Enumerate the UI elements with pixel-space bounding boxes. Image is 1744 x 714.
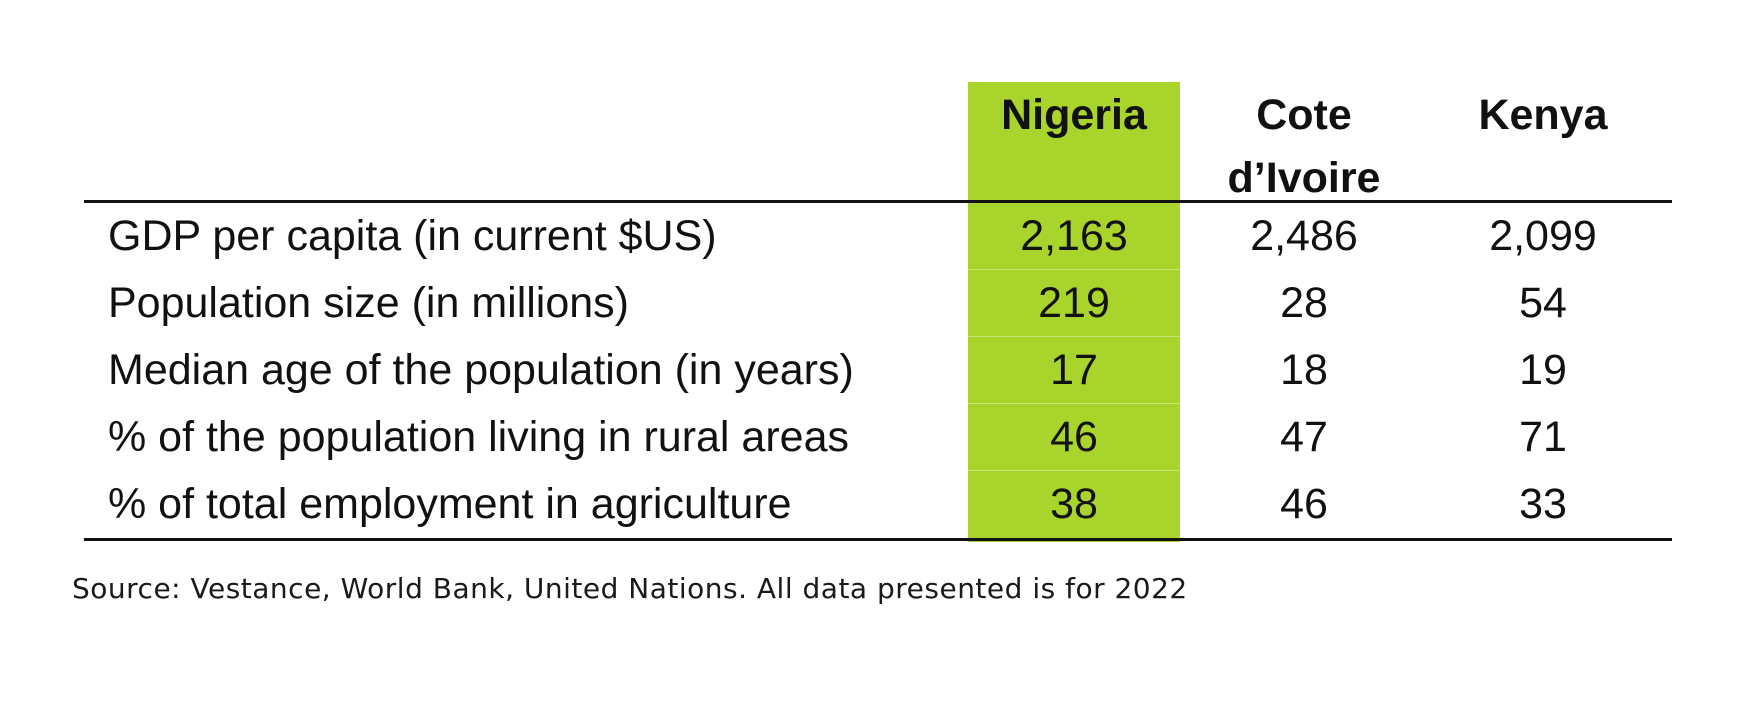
row-separator xyxy=(968,470,1180,471)
column-header-nigeria-text: Nigeria xyxy=(1001,91,1147,139)
cell-cote-divoire: 28 xyxy=(1280,279,1328,327)
column-header-nigeria: Nigeria xyxy=(968,84,1180,147)
source-note: Source: Vestance, World Bank, United Nat… xyxy=(72,572,1188,605)
table-row: GDP per capita (in current $US) 2,163 2,… xyxy=(84,203,1672,270)
cell-nigeria: 17 xyxy=(1050,346,1098,394)
cell-nigeria: 2,163 xyxy=(1020,212,1128,260)
column-header-cote-line1: Cote xyxy=(1256,91,1352,139)
column-header-cote-line2: d’Ivoire xyxy=(1227,154,1381,202)
row-label: % of total employment in agriculture xyxy=(108,480,792,528)
row-label: % of the population living in rural area… xyxy=(108,413,849,461)
cell-nigeria: 46 xyxy=(1050,413,1098,461)
table-row: Population size (in millions) 219 28 54 xyxy=(84,270,1672,337)
table-row: Median age of the population (in years) … xyxy=(84,337,1672,404)
row-label: Median age of the population (in years) xyxy=(108,346,854,394)
cell-kenya: 71 xyxy=(1519,413,1567,461)
column-header-cote-divoire: Cote d’Ivoire xyxy=(1190,84,1418,210)
table-body: GDP per capita (in current $US) 2,163 2,… xyxy=(84,203,1672,538)
row-separator xyxy=(968,336,1180,337)
table-row: % of the population living in rural area… xyxy=(84,404,1672,471)
cell-kenya: 2,099 xyxy=(1489,212,1597,260)
column-header-kenya-text: Kenya xyxy=(1478,91,1608,139)
cell-cote-divoire: 47 xyxy=(1280,413,1328,461)
cell-cote-divoire: 46 xyxy=(1280,480,1328,528)
header-divider xyxy=(84,200,1672,203)
row-separator xyxy=(968,403,1180,404)
table-bottom-rule xyxy=(84,538,1672,541)
cell-nigeria: 38 xyxy=(1050,480,1098,528)
row-label: GDP per capita (in current $US) xyxy=(108,212,717,260)
row-label: Population size (in millions) xyxy=(108,279,629,327)
cell-kenya: 54 xyxy=(1519,279,1567,327)
table-row: % of total employment in agriculture 38 … xyxy=(84,471,1672,538)
table-header-row: Nigeria Cote d’Ivoire Kenya xyxy=(84,82,1672,202)
column-header-kenya: Kenya xyxy=(1428,84,1658,147)
row-separator xyxy=(968,269,1180,270)
cell-kenya: 19 xyxy=(1519,346,1567,394)
cell-cote-divoire: 18 xyxy=(1280,346,1328,394)
cell-cote-divoire: 2,486 xyxy=(1250,212,1358,260)
cell-kenya: 33 xyxy=(1519,480,1567,528)
country-comparison-table: Nigeria Cote d’Ivoire Kenya GDP per capi… xyxy=(84,82,1672,542)
nigeria-highlight-column xyxy=(968,82,1180,542)
cell-nigeria: 219 xyxy=(1038,279,1110,327)
